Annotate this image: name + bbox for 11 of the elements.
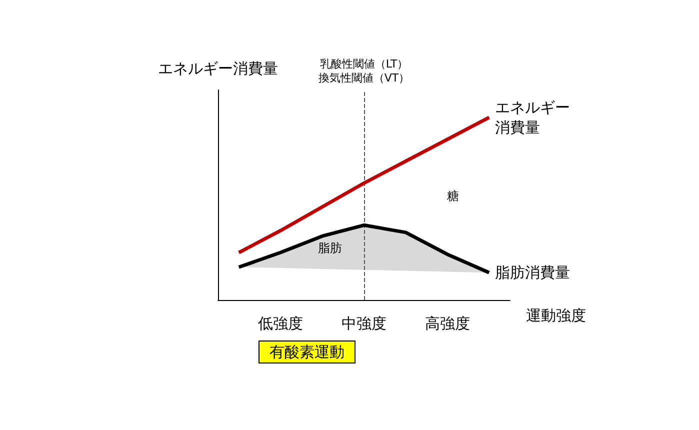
ref-line-label: 乳酸性閾値（LT）換気性閾値（VT） bbox=[318, 58, 410, 84]
annotation: 糖 bbox=[447, 189, 459, 203]
text: 有酸素運動 bbox=[270, 343, 344, 361]
annotation: 脂肪 bbox=[318, 241, 342, 255]
x-tick-label: 中強度 bbox=[342, 314, 386, 332]
series-label: 脂肪消費量 bbox=[495, 264, 570, 282]
y-axis-title: エネルギー消費量 bbox=[158, 60, 278, 78]
x-tick-label: 低強度 bbox=[258, 314, 304, 332]
x-axis-title: 運動強度 bbox=[526, 306, 586, 324]
x-tick-label: 高強度 bbox=[424, 314, 470, 332]
series-label: エネルギー消費量 bbox=[495, 98, 570, 136]
